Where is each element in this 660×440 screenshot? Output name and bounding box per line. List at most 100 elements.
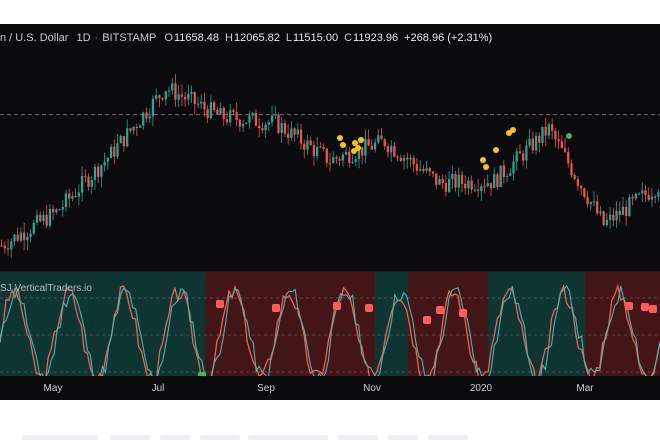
candle-body bbox=[577, 179, 579, 186]
signal-marker-red bbox=[625, 302, 633, 310]
candle-body bbox=[4, 246, 6, 249]
indicator-title[interactable]: SJ VerticalTraders.io bbox=[0, 283, 92, 294]
candle-body bbox=[68, 193, 70, 198]
candle-body bbox=[429, 168, 431, 171]
candle-body bbox=[91, 180, 93, 187]
candle-body bbox=[554, 131, 556, 139]
candle-body bbox=[342, 155, 344, 161]
candle-body bbox=[297, 130, 299, 135]
candle-body bbox=[17, 235, 19, 241]
candle-body bbox=[306, 140, 308, 149]
candle-body bbox=[120, 136, 122, 143]
price-chart[interactable] bbox=[0, 24, 660, 400]
candle-body bbox=[516, 151, 518, 161]
open-value: 11658.48 bbox=[174, 32, 219, 46]
candle-body bbox=[287, 134, 289, 138]
candle-body bbox=[545, 127, 547, 136]
candle-body bbox=[0, 245, 2, 246]
candle-body bbox=[142, 113, 144, 126]
candle-body bbox=[355, 159, 357, 162]
candle-body bbox=[71, 196, 73, 199]
candle-body bbox=[580, 186, 582, 188]
candle-body bbox=[46, 215, 48, 226]
candle-body bbox=[657, 192, 659, 197]
candle-body bbox=[158, 95, 160, 98]
candle-body bbox=[586, 197, 588, 204]
candle-body bbox=[574, 175, 576, 179]
candle-body bbox=[654, 197, 656, 198]
candle-body bbox=[535, 136, 537, 151]
candle-body bbox=[136, 127, 138, 128]
candle-body bbox=[599, 211, 601, 213]
candle-body bbox=[609, 215, 611, 220]
candle-body bbox=[380, 135, 382, 139]
candle-body bbox=[149, 116, 151, 118]
signal-dot-yellow bbox=[337, 135, 343, 141]
candle-body bbox=[161, 98, 163, 99]
candle-body bbox=[503, 166, 505, 177]
low-label: L bbox=[286, 32, 292, 46]
candle-body bbox=[416, 164, 418, 170]
candle-body bbox=[538, 136, 540, 143]
candle-body bbox=[216, 110, 218, 115]
candle-body bbox=[139, 126, 141, 128]
candle-body bbox=[384, 139, 386, 146]
candle-body bbox=[474, 189, 476, 190]
toolbar-placeholder[interactable] bbox=[248, 435, 328, 440]
candle-body bbox=[387, 146, 389, 152]
candle-body bbox=[52, 209, 54, 212]
candle-body bbox=[506, 176, 508, 177]
candle-body bbox=[26, 237, 28, 240]
candle-body bbox=[339, 159, 341, 161]
symbol-name[interactable]: n / U.S. Dollar bbox=[0, 32, 68, 46]
candle-body bbox=[487, 183, 489, 186]
candle-body bbox=[512, 162, 514, 174]
candle-body bbox=[628, 197, 630, 216]
candle-body bbox=[94, 167, 96, 180]
signal-dot-yellow bbox=[510, 127, 516, 133]
candle-body bbox=[300, 130, 302, 144]
candle-body bbox=[293, 128, 295, 134]
candle-body bbox=[329, 163, 331, 164]
candle-body bbox=[509, 173, 511, 176]
candle-body bbox=[313, 145, 315, 156]
candle-body bbox=[303, 144, 305, 150]
interval-label[interactable]: 1D bbox=[76, 32, 90, 46]
candle-body bbox=[322, 147, 324, 149]
candle-body bbox=[567, 152, 569, 164]
candle-body bbox=[20, 233, 22, 241]
toolbar-placeholder[interactable] bbox=[388, 435, 418, 440]
signal-marker-red bbox=[333, 302, 341, 310]
candle-body bbox=[583, 188, 585, 197]
exchange-label: BITSTAMP bbox=[102, 32, 156, 46]
signal-dot-green bbox=[566, 133, 572, 139]
candle-body bbox=[261, 128, 263, 130]
signal-marker-red bbox=[436, 306, 444, 314]
time-axis[interactable]: May Jul Sep Nov 2020 Mar bbox=[0, 376, 660, 400]
candle-body bbox=[471, 180, 473, 189]
candle-body bbox=[310, 140, 312, 145]
toolbar-placeholder[interactable] bbox=[22, 435, 98, 440]
chart-panel[interactable]: n / U.S. Dollar 1D · BITSTAMP O 11658.48… bbox=[0, 24, 660, 400]
toolbar-placeholder[interactable] bbox=[110, 435, 150, 440]
candle-body bbox=[81, 176, 83, 192]
toolbar-placeholder[interactable] bbox=[160, 435, 190, 440]
signal-dot-yellow bbox=[352, 140, 358, 146]
candle-body bbox=[454, 174, 456, 188]
toolbar-placeholder[interactable] bbox=[200, 435, 240, 440]
candle-body bbox=[345, 152, 347, 155]
candle-body bbox=[197, 104, 199, 105]
toolbar-placeholder[interactable] bbox=[428, 435, 468, 440]
candle-body bbox=[75, 196, 77, 197]
high-label: H bbox=[225, 32, 233, 46]
close-value: 11923.96 bbox=[353, 32, 398, 46]
toolbar-placeholder[interactable] bbox=[338, 435, 378, 440]
candle-body bbox=[203, 102, 205, 109]
candle-body bbox=[33, 223, 35, 234]
candle-body bbox=[409, 158, 411, 160]
candle-body bbox=[390, 146, 392, 152]
candle-body bbox=[248, 115, 250, 122]
candle-body bbox=[493, 174, 495, 188]
candle-body bbox=[274, 115, 276, 116]
